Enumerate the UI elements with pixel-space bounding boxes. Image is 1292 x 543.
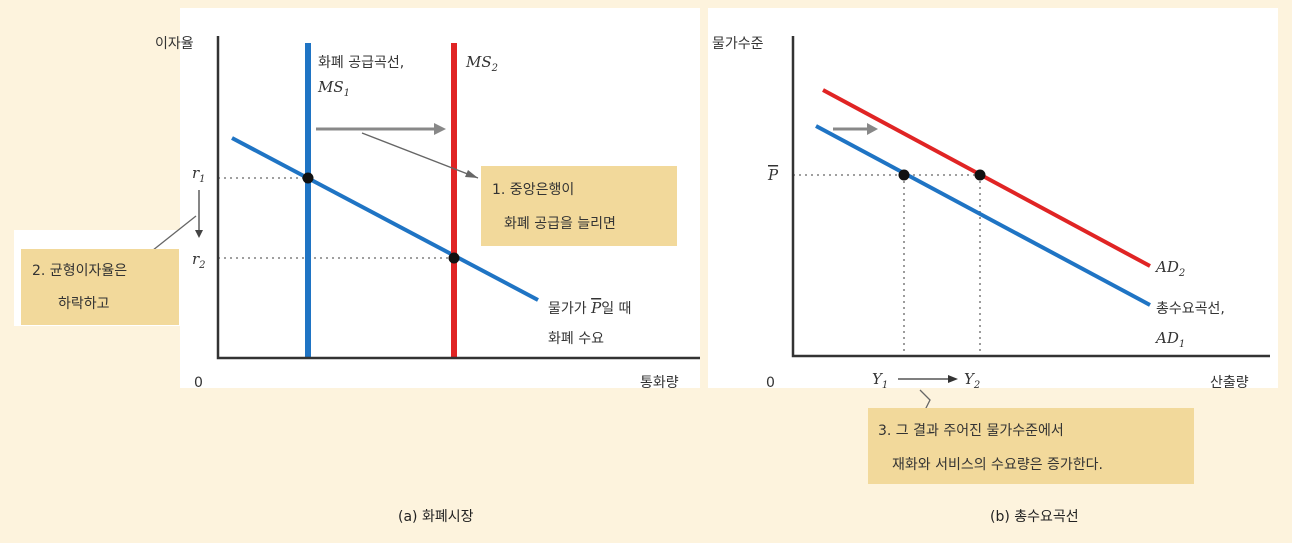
- panel-b-caption: (b) 총수요곡선: [990, 509, 1079, 525]
- r1-label: r1: [192, 164, 206, 185]
- equilibrium-point-1: [302, 172, 314, 184]
- note3-box: [868, 408, 1194, 484]
- output-increase-arrowhead: [948, 375, 958, 383]
- money-quantity-axis-label: 통화량: [640, 375, 679, 391]
- aggregate-demand-curve-ad1: [815, 124, 1151, 307]
- ad2-point: [974, 169, 986, 181]
- money-demand-label-line2: 화폐 수요: [548, 331, 604, 347]
- panel-a-origin-label: 0: [194, 375, 203, 391]
- panel-b-background: [708, 8, 1278, 388]
- panel-b-axes: [791, 36, 1270, 358]
- output-axis-label: 산출량: [1210, 375, 1249, 391]
- note3-line1: 3. 그 결과 주어진 물가수준에서: [878, 423, 1064, 439]
- note2-box: [21, 249, 179, 325]
- note1-box: [481, 166, 677, 246]
- panel-b-origin-label: 0: [766, 375, 775, 391]
- note2-line1: 2. 균형이자율은: [32, 263, 127, 279]
- panel-a-caption: (a) 화폐시장: [398, 509, 474, 525]
- note3-line2: 재화와 서비스의 수요량은 증가한다.: [892, 457, 1103, 473]
- panel-b-aggregate-demand: 물가수준 산출량 0 P Y1 Y2 AD2 총수요곡선, AD1 3. 그 결…: [708, 8, 1278, 525]
- ms2-label: MS2: [465, 53, 498, 74]
- note1-pointer: [361, 132, 479, 179]
- money-demand-label-line1: 물가가 P일 때: [548, 299, 631, 317]
- aggregate-demand-curve-ad2: [822, 88, 1151, 268]
- ad1-label-text: 총수요곡선,: [1156, 301, 1225, 317]
- note1-line2: 화폐 공급을 늘리면: [504, 216, 616, 232]
- ad1-point: [898, 169, 910, 181]
- ms1-label-text: 화폐 공급곡선,: [318, 55, 404, 71]
- interest-rate-axis-label: 이자율: [155, 36, 194, 52]
- note1-line1: 1. 중앙은행이: [492, 182, 574, 198]
- ms1-label: MS1: [317, 78, 350, 99]
- rate-fall-arrowhead: [195, 230, 203, 238]
- panel-a-money-market: 이자율 통화량 0 r1 r2 화폐 공급곡선, MS1 MS2 물가가 P일 …: [14, 8, 700, 525]
- demand-shift-arrowhead: [867, 123, 878, 135]
- ad1-label: AD1: [1154, 329, 1185, 350]
- note1-pointer-head: [465, 170, 478, 178]
- panel-a-axes: [216, 36, 700, 360]
- money-demand-curve: [231, 136, 539, 302]
- price-level-axis-label: 물가수준: [712, 36, 764, 52]
- equilibrium-point-2: [448, 252, 460, 264]
- ad2-label: AD2: [1154, 258, 1185, 279]
- supply-shift-arrowhead: [434, 123, 446, 135]
- y2-label: Y2: [964, 370, 980, 391]
- p-bar-label: P: [767, 166, 779, 184]
- r2-label: r2: [192, 250, 206, 271]
- y1-label: Y1: [872, 370, 888, 391]
- note2-line2: 하락하고: [58, 296, 110, 312]
